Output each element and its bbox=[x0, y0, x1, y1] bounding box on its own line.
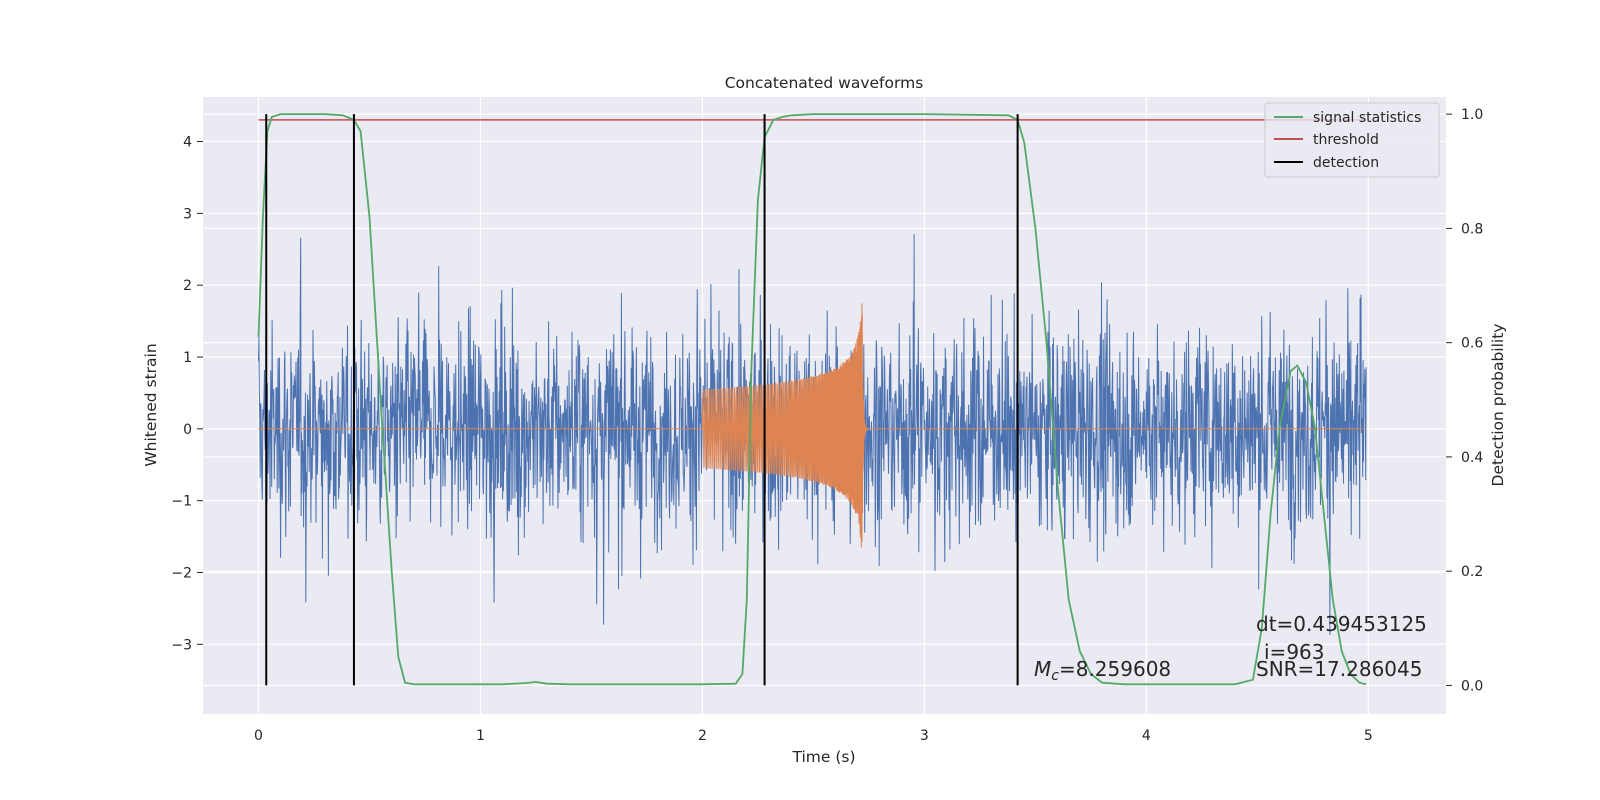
y-axis-label-right: Detection probability bbox=[1489, 324, 1507, 487]
x-tick-label: 5 bbox=[1364, 728, 1373, 744]
x-tick-label: 0 bbox=[254, 728, 263, 744]
y-left-tick-label: 0 bbox=[183, 422, 192, 438]
noise-series-line bbox=[258, 234, 1367, 636]
y-left-tick-label: 1 bbox=[183, 350, 192, 366]
y-right-tick-label: 1.0 bbox=[1461, 107, 1483, 123]
legend-box bbox=[1264, 102, 1440, 178]
annotation-dt: dt=0.439453125 bbox=[1256, 612, 1427, 636]
y-left-tick-label: −1 bbox=[171, 494, 192, 510]
x-tick-label: 4 bbox=[1142, 728, 1151, 744]
statistics-layer bbox=[257, 113, 1367, 686]
y-axis-label-left: Whitened strain bbox=[142, 343, 160, 466]
y-left-tick-label: 3 bbox=[183, 206, 192, 222]
y-right-tick-label: 0.6 bbox=[1461, 336, 1483, 352]
y-left-tick-label: −3 bbox=[171, 637, 192, 653]
plot-area bbox=[257, 113, 1367, 686]
y-right-tick-label: 0.8 bbox=[1461, 221, 1483, 237]
y-left-tick-label: 4 bbox=[183, 135, 192, 151]
detection-layer bbox=[265, 114, 1019, 686]
y-right-tick-label: 0.4 bbox=[1461, 450, 1483, 466]
chart-title: Concatenated waveforms bbox=[725, 74, 924, 92]
chirp-mass-value: =8.259608 bbox=[1059, 657, 1171, 681]
x-tick-label: 2 bbox=[698, 728, 707, 744]
legend-label-threshold: threshold bbox=[1313, 132, 1379, 148]
annotation-index: i=963 bbox=[1264, 640, 1325, 664]
chirp-series-line bbox=[258, 303, 1367, 548]
noise-layer bbox=[258, 234, 1367, 636]
chirp-layer bbox=[258, 303, 1367, 548]
x-axis-label: Time (s) bbox=[791, 748, 855, 766]
annotation-chirp-mass: Mc=8.259608 bbox=[1034, 657, 1171, 684]
signal-statistics-line bbox=[257, 113, 1367, 686]
y-left-tick-label: −2 bbox=[171, 565, 192, 581]
chirp-mass-symbol: M bbox=[1034, 657, 1051, 681]
chirp-mass-subscript: c bbox=[1051, 668, 1059, 684]
annotation-snr: SNR=17.286045 bbox=[1256, 657, 1422, 681]
x-tick-label: 3 bbox=[920, 728, 929, 744]
y-left-tick-label: 2 bbox=[183, 278, 192, 294]
legend: signal statistics threshold detection bbox=[1264, 102, 1440, 178]
legend-label-detection: detection bbox=[1313, 155, 1379, 171]
legend-label-signal-statistics: signal statistics bbox=[1313, 110, 1421, 126]
x-tick-label: 1 bbox=[476, 728, 485, 744]
y-right-tick-label: 0.2 bbox=[1461, 564, 1483, 580]
ticks: 0 1 2 3 4 5 −3 −2 −1 0 1 2 3 4 0.0 0.2 0.4 0.6 0.8 1.0 bbox=[171, 107, 1483, 744]
y-right-tick-label: 0.0 bbox=[1461, 678, 1483, 694]
